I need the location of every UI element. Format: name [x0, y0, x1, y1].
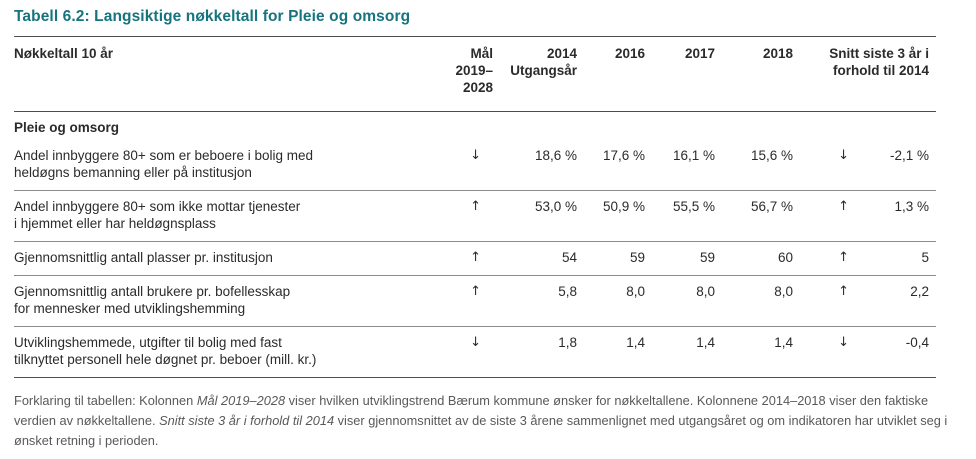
table-row: Andel innbyggere 80+ som er beboere i bo…: [14, 140, 937, 191]
goal-trend-arrow: ↑: [470, 250, 481, 265]
value-2016: 59: [629, 250, 645, 265]
value-2014: 54: [561, 250, 577, 265]
section-row: Pleie og omsorg: [14, 112, 936, 141]
footnote-italic-snitt-column: Snitt siste 3 år i forhold til 2014: [159, 413, 335, 428]
snitt-trend-arrow: ↓: [838, 335, 849, 350]
row-label: Gjennomsnittlig antall plasser pr. insti…: [14, 250, 273, 265]
col-header-snitt-line1: Snitt siste 3 år i: [829, 46, 930, 61]
table-row: Andel innbyggere 80+ som ikke mottar tje…: [14, 191, 937, 242]
snitt-value: -0,4: [905, 335, 930, 350]
value-2018: 1,4: [774, 335, 793, 350]
col-header-2018: 2018: [715, 36, 793, 112]
value-2014: 1,8: [558, 335, 577, 350]
value-2017: 59: [699, 250, 715, 265]
value-2018: 15,6 %: [750, 148, 793, 163]
col-header-nokkeltall: Nøkkeltall 10 år: [14, 36, 431, 112]
value-2017: 16,1 %: [672, 148, 715, 163]
table-row: Utviklingshemmede, utgifter til bolig me…: [14, 327, 937, 378]
goal-trend-arrow: ↑: [470, 284, 481, 299]
value-2018: 56,7 %: [750, 199, 793, 214]
col-header-2017: 2017: [645, 36, 715, 112]
col-header-2016: 2016: [577, 36, 645, 112]
value-2016: 17,6 %: [602, 148, 645, 163]
snitt-value: 5: [921, 250, 930, 265]
goal-trend-arrow: ↓: [470, 148, 481, 163]
snitt-value: 2,2: [910, 284, 930, 299]
value-2018: 60: [777, 250, 793, 265]
value-2014: 53,0 %: [534, 199, 577, 214]
col-header-2014-line2: Utgangsår: [510, 63, 577, 78]
value-2016: 1,4: [626, 335, 645, 350]
col-header-goal-line1: Mål: [470, 46, 493, 61]
col-header-snitt: Snitt siste 3 år i forhold til 2014: [793, 36, 937, 112]
col-header-2014-line1: 2014: [546, 46, 577, 61]
snitt-trend-arrow: ↑: [838, 199, 849, 214]
snitt-trend-arrow: ↑: [838, 284, 849, 299]
snitt-value: -2,1 %: [889, 148, 930, 163]
footnote-text: viser gjennomsnittet av de siste 3 årene…: [14, 413, 948, 448]
col-header-snitt-line2: forhold til 2014: [832, 63, 930, 78]
row-label: Utviklingshemmede, utgifter til bolig me…: [14, 335, 317, 367]
col-header-2014: 2014 Utgangsår: [493, 36, 577, 112]
row-label: Andel innbyggere 80+ som ikke mottar tje…: [14, 199, 301, 231]
snitt-value: 1,3 %: [894, 199, 930, 214]
value-2016: 50,9 %: [602, 199, 645, 214]
col-header-goal-line2: 2019–2028: [455, 63, 493, 95]
value-2017: 1,4: [696, 335, 715, 350]
header-row: Nøkkeltall 10 år Mål 2019–2028 2014 Utga…: [14, 36, 937, 112]
key-figures-table: Nøkkeltall 10 år Mål 2019–2028 2014 Utga…: [14, 36, 937, 378]
col-header-goal: Mål 2019–2028: [431, 36, 493, 112]
goal-trend-arrow: ↓: [470, 335, 481, 350]
footnote-text: viser hvilken utviklingstrend Bærum komm…: [14, 393, 929, 428]
value-2018: 8,0: [774, 284, 793, 299]
value-2017: 8,0: [696, 284, 715, 299]
footnote-italic-goal-column: Mål 2019–2028: [196, 393, 286, 408]
table-row: Gjennomsnittlig antall brukere pr. bofel…: [14, 276, 937, 327]
snitt-trend-arrow: ↑: [838, 250, 849, 265]
value-2014: 5,8: [558, 284, 577, 299]
goal-trend-arrow: ↑: [470, 199, 481, 214]
value-2014: 18,6 %: [534, 148, 577, 163]
value-2016: 8,0: [626, 284, 645, 299]
table-footnote: Forklaring til tabellen: Kolonnen Mål 20…: [14, 391, 962, 451]
snitt-trend-arrow: ↓: [838, 148, 849, 163]
section-label: Pleie og omsorg: [14, 120, 120, 135]
value-2017: 55,5 %: [672, 199, 715, 214]
row-label: Gjennomsnittlig antall brukere pr. bofel…: [14, 284, 291, 316]
footnote-text: Forklaring til tabellen: Kolonnen: [14, 393, 197, 408]
row-label: Andel innbyggere 80+ som er beboere i bo…: [14, 148, 314, 180]
table-row: Gjennomsnittlig antall plasser pr. insti…: [14, 242, 937, 276]
table-title: Tabell 6.2: Langsiktige nøkkeltall for P…: [14, 8, 411, 25]
